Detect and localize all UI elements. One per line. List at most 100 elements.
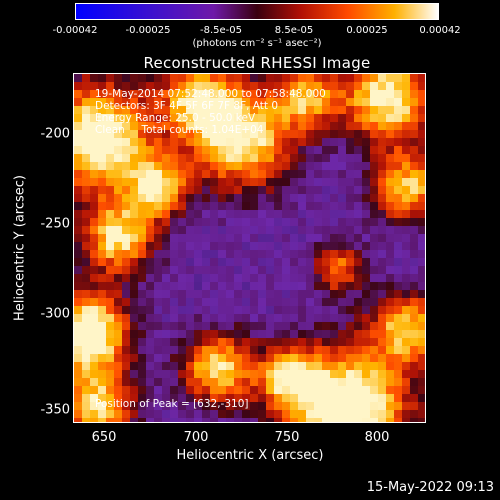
- image-pixel: [82, 386, 90, 394]
- image-pixel: [98, 250, 106, 258]
- image-pixel: [82, 122, 90, 130]
- image-pixel: [346, 234, 354, 242]
- image-pixel: [202, 402, 210, 410]
- image-pixel: [218, 354, 226, 362]
- image-pixel: [330, 322, 338, 330]
- image-pixel: [250, 114, 258, 122]
- image-pixel: [410, 82, 418, 90]
- image-pixel: [386, 346, 394, 354]
- image-pixel: [306, 282, 314, 290]
- image-pixel: [242, 266, 250, 274]
- image-pixel: [410, 114, 418, 122]
- image-pixel: [298, 378, 306, 386]
- image-pixel: [290, 290, 298, 298]
- image-pixel: [322, 282, 330, 290]
- image-pixel: [234, 290, 242, 298]
- image-pixel: [354, 106, 362, 114]
- image-pixel: [322, 418, 330, 422]
- image-pixel: [386, 290, 394, 298]
- image-pixel: [274, 242, 282, 250]
- y-tick-label: -300: [40, 306, 70, 322]
- image-pixel: [162, 354, 170, 362]
- image-pixel: [114, 210, 122, 218]
- image-pixel: [282, 338, 290, 346]
- image-pixel: [394, 250, 402, 258]
- image-pixel: [274, 394, 282, 402]
- image-pixel: [306, 154, 314, 162]
- image-pixel: [90, 82, 98, 90]
- image-pixel: [418, 354, 425, 362]
- image-pixel: [250, 362, 258, 370]
- image-pixel: [402, 202, 410, 210]
- image-pixel: [274, 106, 282, 114]
- image-pixel: [314, 138, 322, 146]
- image-pixel: [234, 122, 242, 130]
- image-pixel: [90, 330, 98, 338]
- image-pixel: [234, 314, 242, 322]
- image-pixel: [98, 242, 106, 250]
- image-pixel: [290, 90, 298, 98]
- image-pixel: [154, 378, 162, 386]
- image-pixel: [90, 146, 98, 154]
- image-pixel: [202, 154, 210, 162]
- image-pixel: [210, 402, 218, 410]
- image-pixel: [250, 306, 258, 314]
- image-pixel: [362, 146, 370, 154]
- image-pixel: [258, 218, 266, 226]
- image-pixel: [242, 250, 250, 258]
- image-pixel: [122, 114, 130, 122]
- image-pixel: [210, 106, 218, 114]
- image-pixel: [402, 370, 410, 378]
- image-pixel: [418, 90, 425, 98]
- image-pixel: [354, 290, 362, 298]
- image-pixel: [146, 290, 154, 298]
- image-pixel: [258, 170, 266, 178]
- image-pixel: [306, 306, 314, 314]
- image-pixel: [178, 418, 186, 422]
- image-pixel: [146, 282, 154, 290]
- image-pixel: [378, 122, 386, 130]
- image-pixel: [346, 274, 354, 282]
- image-pixel: [362, 274, 370, 282]
- image-pixel: [402, 402, 410, 410]
- image-pixel: [242, 226, 250, 234]
- image-pixel: [162, 410, 170, 418]
- image-pixel: [370, 130, 378, 138]
- image-pixel: [130, 378, 138, 386]
- image-pixel: [178, 242, 186, 250]
- image-pixel: [354, 274, 362, 282]
- image-pixel: [178, 186, 186, 194]
- image-pixel: [234, 106, 242, 114]
- image-pixel: [386, 282, 394, 290]
- image-pixel: [418, 218, 425, 226]
- image-pixel: [346, 82, 354, 90]
- image-pixel: [194, 362, 202, 370]
- image-pixel: [170, 82, 178, 90]
- image-pixel: [74, 290, 82, 298]
- image-pixel: [346, 290, 354, 298]
- image-pixel: [290, 82, 298, 90]
- image-pixel: [98, 218, 106, 226]
- image-pixel: [378, 410, 386, 418]
- image-pixel: [290, 74, 298, 82]
- image-pixel: [410, 250, 418, 258]
- image-pixel: [330, 122, 338, 130]
- image-pixel: [154, 370, 162, 378]
- image-pixel: [218, 378, 226, 386]
- image-pixel: [354, 266, 362, 274]
- image-pixel: [218, 330, 226, 338]
- image-pixel: [338, 138, 346, 146]
- image-pixel: [282, 354, 290, 362]
- image-pixel: [258, 338, 266, 346]
- image-pixel: [82, 402, 90, 410]
- image-pixel: [266, 138, 274, 146]
- image-pixel: [82, 82, 90, 90]
- image-pixel: [306, 98, 314, 106]
- image-pixel: [210, 266, 218, 274]
- image-pixel: [98, 298, 106, 306]
- image-pixel: [338, 418, 346, 422]
- image-pixel: [90, 306, 98, 314]
- image-pixel: [74, 386, 82, 394]
- image-pixel: [258, 98, 266, 106]
- image-pixel: [418, 146, 425, 154]
